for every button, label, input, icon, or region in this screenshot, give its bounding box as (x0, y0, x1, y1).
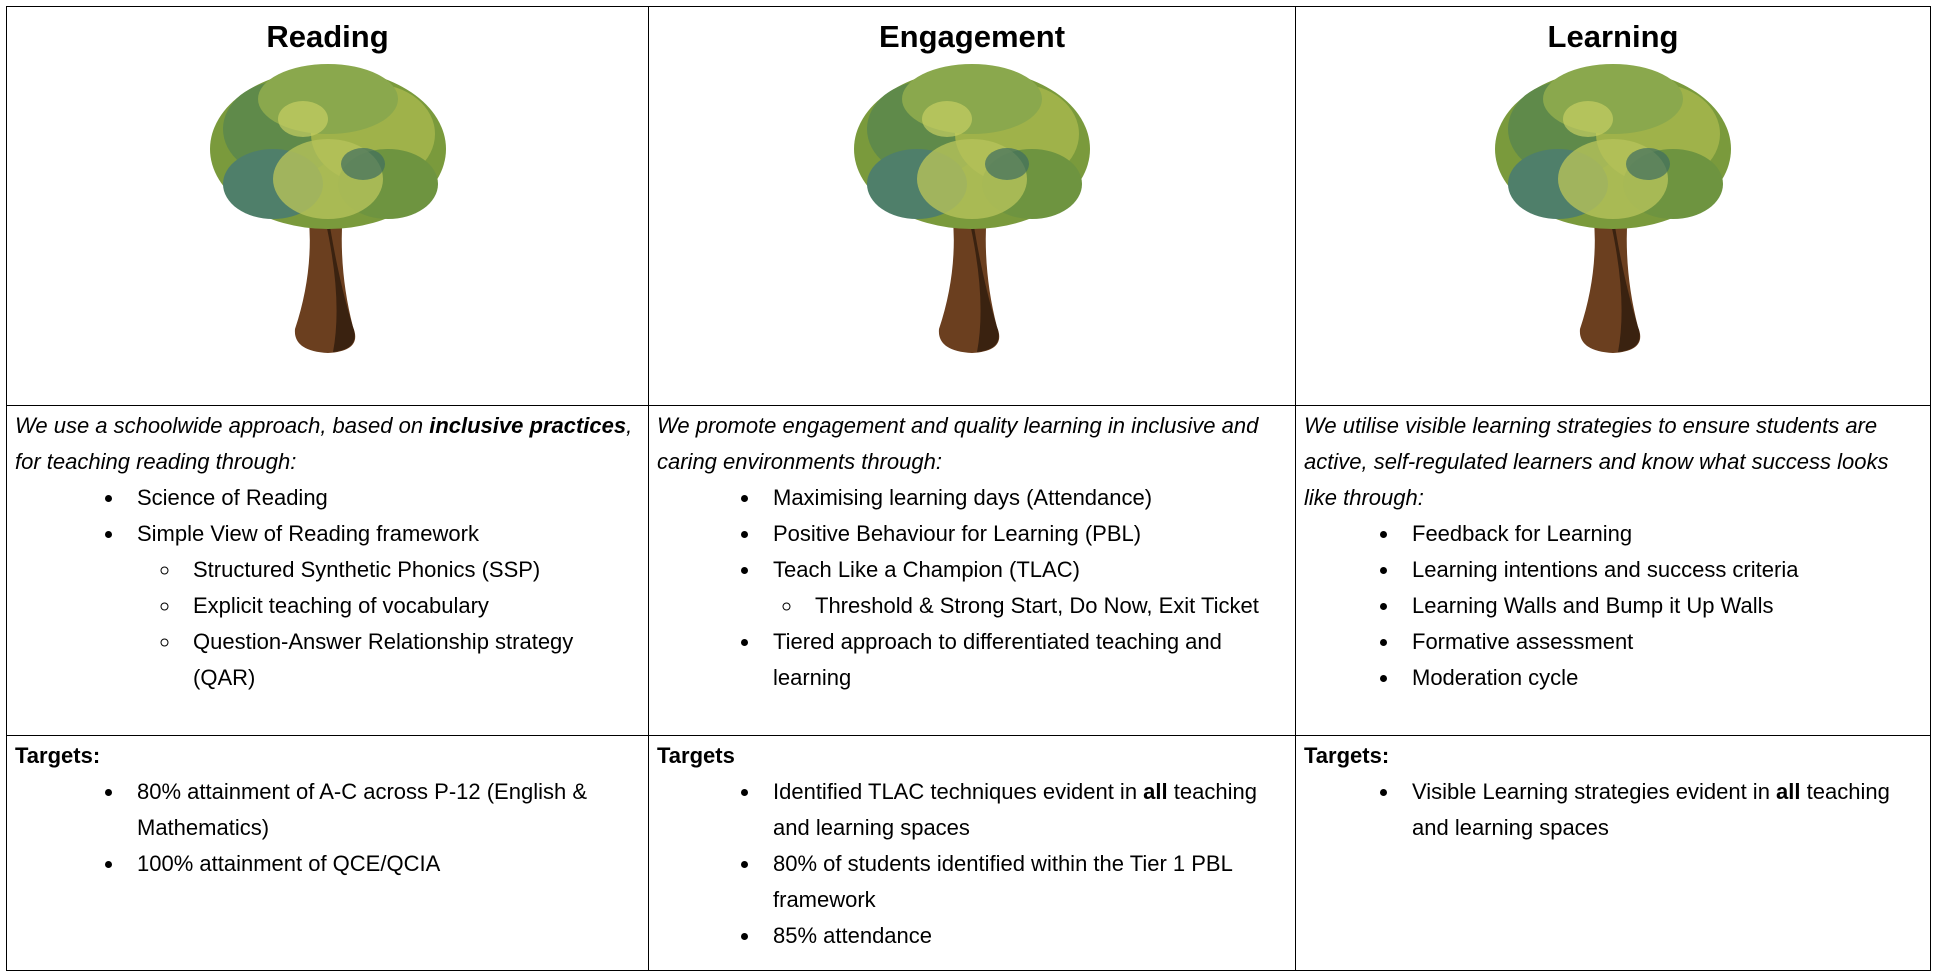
plan-table: Reading Engagement Learning We use a sch… (6, 6, 1931, 971)
list-item: Moderation cycle (1400, 660, 1922, 696)
sub-item: Structured Synthetic Phonics (SSP) (181, 552, 640, 588)
heading-cell: Reading (6, 6, 649, 406)
intro-bold: inclusive practices (429, 413, 627, 438)
intro-text: , for teaching reading through: (15, 413, 633, 474)
item-text: Simple View of Reading framework (137, 521, 479, 546)
targets-list: Visible Learning strategies evident in a… (1304, 774, 1922, 846)
targets-cell: Targets: 80% attainment of A-C across P-… (6, 735, 649, 971)
list-item: Positive Behaviour for Learning (PBL) (761, 516, 1287, 552)
list: Maximising learning days (Attendance) Po… (657, 480, 1287, 696)
targets-list: 80% attainment of A-C across P-12 (Engli… (15, 774, 640, 882)
list-item: Learning Walls and Bump it Up Walls (1400, 588, 1922, 624)
tree-image (203, 59, 453, 359)
targets-row: Targets: 80% attainment of A-C across P-… (6, 735, 1931, 971)
target: Visible Learning strategies evident in a… (1400, 774, 1922, 846)
sub-list: Structured Synthetic Phonics (SSP) Expli… (137, 552, 640, 696)
targets-label: Targets (657, 743, 735, 768)
targets-list: Identified TLAC techniques evident in al… (657, 774, 1287, 954)
list-item: Teach Like a Champion (TLAC) Threshold &… (761, 552, 1287, 624)
target: 100% attainment of QCE/QCIA (125, 846, 640, 882)
intro-text: We use a schoolwide approach, based on (15, 413, 430, 438)
approach-cell: We promote engagement and quality learni… (648, 405, 1296, 736)
intro: We use a schoolwide approach, based on i… (15, 408, 640, 480)
targets-cell: Targets: Visible Learning strategies evi… (1295, 735, 1931, 971)
sub-item: Threshold & Strong Start, Do Now, Exit T… (803, 588, 1287, 624)
target: Identified TLAC techniques evident in al… (761, 774, 1287, 846)
list-item: Science of Reading (125, 480, 640, 516)
list-item: Feedback for Learning (1400, 516, 1922, 552)
list-item: Maximising learning days (Attendance) (761, 480, 1287, 516)
approach-cell: We use a schoolwide approach, based on i… (6, 405, 649, 736)
sub-item: Question-Answer Relationship strategy (Q… (181, 624, 640, 696)
item-text: Teach Like a Champion (TLAC) (773, 557, 1080, 582)
list: Feedback for Learning Learning intention… (1304, 516, 1922, 696)
target: 80% of students identified within the Ti… (761, 846, 1287, 918)
target-bold: all (1776, 779, 1801, 804)
target-text: Identified TLAC techniques evident in (773, 779, 1144, 804)
targets-label: Targets: (15, 743, 101, 768)
approach-row: We use a schoolwide approach, based on i… (6, 405, 1931, 736)
list-item: Learning intentions and success criteria (1400, 552, 1922, 588)
sub-item: Explicit teaching of vocabulary (181, 588, 640, 624)
sub-list: Threshold & Strong Start, Do Now, Exit T… (773, 588, 1287, 624)
targets-label: Targets: (1304, 743, 1390, 768)
targets-cell: Targets Identified TLAC techniques evide… (648, 735, 1296, 971)
intro: We promote engagement and quality learni… (657, 413, 1259, 474)
target-bold: all (1143, 779, 1168, 804)
target: 85% attendance (761, 918, 1287, 954)
heading-cell: Learning (1295, 6, 1931, 406)
tree-image (847, 59, 1097, 359)
column-heading: Engagement (878, 19, 1066, 54)
tree-image (1488, 59, 1738, 359)
target: 80% attainment of A-C across P-12 (Engli… (125, 774, 640, 846)
list-item: Simple View of Reading framework Structu… (125, 516, 640, 696)
heading-row: Reading Engagement Learning (6, 6, 1931, 406)
list-item: Tiered approach to differentiated teachi… (761, 624, 1287, 696)
approach-cell: We utilise visible learning strategies t… (1295, 405, 1931, 736)
target-text: teaching and learning spaces (773, 779, 1257, 840)
target-text: teaching and learning spaces (1412, 779, 1890, 840)
list: Science of Reading Simple View of Readin… (15, 480, 640, 696)
list-item: Formative assessment (1400, 624, 1922, 660)
column-heading: Learning (1547, 19, 1679, 54)
heading-cell: Engagement (648, 6, 1296, 406)
column-heading: Reading (266, 19, 389, 54)
intro: We utilise visible learning strategies t… (1304, 413, 1889, 510)
target-text: Visible Learning strategies evident in (1412, 779, 1777, 804)
